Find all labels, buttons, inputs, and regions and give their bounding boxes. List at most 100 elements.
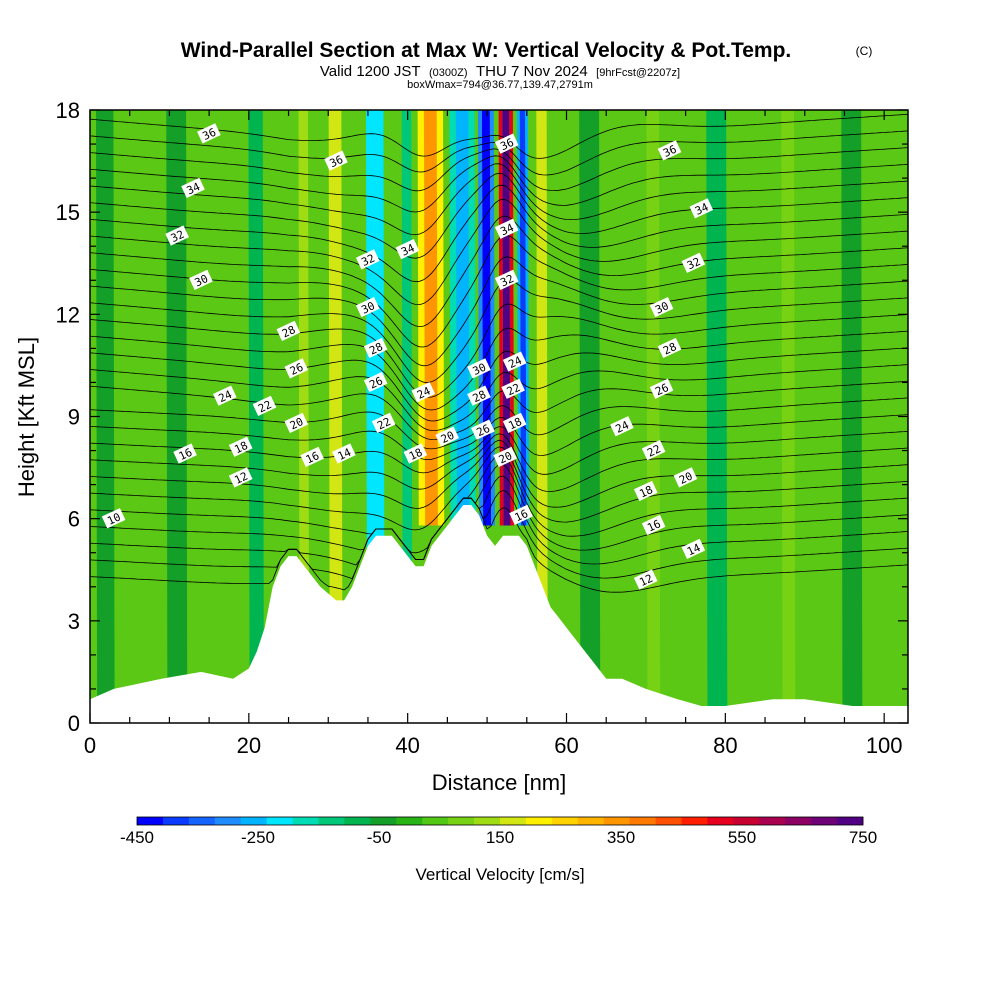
contour-label-box: [467, 358, 491, 379]
contour-label-box: [493, 446, 517, 468]
subtitle-line: Valid 1200 JST (0300Z) THU 7 Nov 2024 [9…: [320, 63, 680, 80]
y-tick-label: 6: [68, 507, 80, 532]
contour-label: 30: [649, 296, 674, 318]
subtitle-date: THU 7 Nov 2024: [476, 63, 588, 80]
contour-label: 16: [173, 443, 197, 464]
colorbar: -450 -250 -50 150 350 550 750: [120, 816, 877, 847]
colorbar-swatch: [811, 817, 838, 825]
contour-label-box: [649, 296, 674, 318]
colorbar-tick-label: 350: [607, 828, 635, 847]
contour-label-text: 34: [185, 180, 203, 198]
contour-label: 36: [494, 133, 519, 154]
contour-label: 18: [633, 480, 658, 502]
velocity-band: [166, 110, 188, 723]
subtitle-box-wmax: boxWmax=794@36.77,139.47,2791m: [407, 79, 593, 91]
theta-contour-line: [90, 426, 908, 475]
contour-label-box: [363, 337, 388, 359]
subtitle-valid: Valid 1200 JST: [320, 63, 421, 80]
contour-label-text: 20: [677, 470, 695, 487]
contour-label-box: [228, 436, 253, 457]
colorbar-swatch: [837, 817, 864, 825]
y-tick-label: 3: [68, 609, 80, 634]
contour-label-text: 24: [506, 354, 524, 372]
contour-label-box: [355, 296, 380, 318]
contour-label-box: [649, 378, 674, 399]
contour-label-text: 18: [506, 415, 524, 432]
colorbar-swatch: [292, 817, 319, 825]
contour-label: 24: [212, 385, 237, 406]
contour-label: 34: [181, 177, 205, 198]
contour-label-text: 28: [280, 323, 298, 340]
contour-label: 36: [657, 140, 682, 161]
x-tick-label: 60: [554, 733, 578, 758]
velocity-band-edge: [468, 110, 476, 526]
contour-label-text: 28: [471, 388, 489, 405]
contour-label-box: [284, 358, 309, 379]
theta-contour-line: [90, 364, 908, 432]
colorbar-swatch: [370, 817, 397, 825]
theta-contour-line: [90, 155, 908, 213]
contour-label-box: [411, 382, 436, 403]
colorbar-swatch: [707, 817, 734, 825]
colorbar-swatch: [318, 817, 345, 825]
contour-label-text: 26: [653, 381, 671, 398]
contour-label-text: 26: [288, 361, 306, 378]
theta-contour-line: [90, 433, 908, 492]
contour-label-text: 26: [367, 374, 385, 391]
contour-label: 22: [252, 395, 277, 416]
contour-label-box: [471, 419, 495, 440]
colorbar-tick-label: 750: [849, 828, 877, 847]
contour-label-box: [610, 416, 634, 437]
x-tick-label: 20: [237, 733, 261, 758]
contour-label-text: 18: [232, 439, 250, 456]
contour-label: 16: [300, 446, 324, 468]
contour-label-text: 28: [661, 340, 679, 357]
contour-label-box: [673, 467, 698, 488]
contour-label: 28: [276, 320, 301, 342]
contour-label-text: 30: [653, 299, 671, 316]
contour-label-box: [494, 269, 519, 290]
contour-label-text: 22: [256, 398, 274, 415]
colorbar-swatch: [681, 817, 708, 825]
contour-label-box: [189, 269, 213, 290]
contour-label-box: [197, 123, 221, 144]
contour-label: 20: [673, 467, 698, 488]
contour-label-text: 24: [216, 388, 234, 406]
velocity-band-edge: [498, 110, 504, 526]
velocity-band: [841, 110, 863, 723]
velocity-band: [536, 110, 548, 723]
x-axis: 0 20 40 60 80 100: [84, 110, 903, 758]
plot-area: 36 34 32 30 28 26 24 22 20 18 16 16 14 12 10 36 34 32 30 28…: [90, 110, 908, 723]
contour-label: 24: [502, 351, 527, 372]
contour-label: 14: [332, 443, 356, 464]
theta-contour-line: [90, 163, 908, 236]
colorbar-swatch: [759, 817, 786, 825]
contour-label: 26: [471, 419, 495, 440]
colorbar-swatch: [733, 817, 760, 825]
contour-label-box: [276, 320, 301, 342]
contour-label: 26: [649, 378, 674, 399]
title-copyright: (C): [856, 44, 873, 58]
contour-label-box: [403, 443, 428, 464]
contour-label-text: 14: [685, 541, 703, 559]
x-tick-label: 0: [84, 733, 96, 758]
contour-label-box: [165, 225, 189, 246]
contour-label-text: 24: [415, 384, 433, 402]
colorbar-swatch: [266, 817, 293, 825]
y-tick-label: 15: [56, 200, 80, 225]
contour-label-box: [324, 150, 348, 171]
contour-label-text: 26: [475, 422, 493, 439]
colorbar-tick-label: 150: [486, 828, 514, 847]
velocity-band: [781, 110, 796, 723]
subtitle-forecast: [9hrFcst@2207z]: [596, 67, 680, 79]
contour-label-text: 36: [201, 126, 219, 143]
contour-label-text: 32: [359, 252, 377, 269]
theta-contour-line: [90, 446, 908, 531]
contour-label-box: [252, 395, 277, 416]
contour-label: 36: [197, 123, 221, 144]
contour-label: 24: [411, 382, 436, 403]
title-main: Wind-Parallel Section at Max W: Vertical…: [181, 39, 792, 62]
contour-labels: 36 34 32 30 28 26 24 22 20 18 16 16 14 12 10 36 34 32 30 28…: [101, 123, 714, 590]
contour-label: 22: [371, 412, 396, 433]
